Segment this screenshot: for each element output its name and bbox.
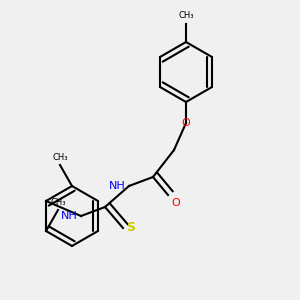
Text: O: O: [182, 118, 190, 128]
Text: NH: NH: [109, 181, 126, 191]
Text: CH₃: CH₃: [50, 198, 66, 207]
Text: CH₃: CH₃: [52, 153, 68, 162]
Text: NH: NH: [61, 211, 78, 221]
Text: CH₃: CH₃: [178, 11, 194, 20]
Text: S: S: [126, 221, 135, 235]
Text: O: O: [171, 198, 180, 208]
